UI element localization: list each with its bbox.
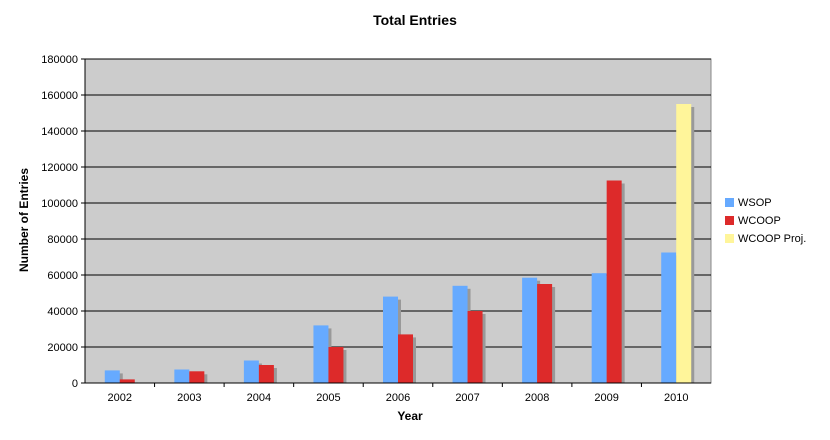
- bar-wsop-2006: [383, 296, 398, 383]
- bar-wcoop-2004: [258, 365, 274, 383]
- legend-label: WCOOP: [738, 215, 781, 227]
- y-tick-label: 20000: [47, 342, 78, 354]
- bar-wcoop-2009: [606, 180, 622, 383]
- y-tick-label: 180000: [41, 54, 78, 66]
- bar-wsop-2005: [313, 325, 329, 383]
- legend-label: WCOOP Proj.: [738, 233, 806, 245]
- bar-wcoop-2005: [328, 347, 344, 383]
- x-axis-title: Year: [397, 409, 423, 423]
- y-tick-label: 40000: [47, 306, 78, 318]
- bar-wcoop-proj--2010: [676, 104, 692, 383]
- bar-wcoop-2003: [189, 371, 205, 383]
- bar-wsop-2004: [243, 360, 259, 383]
- x-axis-ticks: 2002 2003 2004 2005 2006 2007 2008 2009 2010: [108, 383, 688, 404]
- y-tick-label: 140000: [41, 126, 78, 138]
- chart-title: Total Entries: [373, 12, 457, 28]
- x-tick-label: 2010: [664, 392, 688, 404]
- y-tick-label: 160000: [41, 90, 78, 102]
- x-tick-label: 2003: [177, 392, 201, 404]
- bars: [104, 104, 695, 383]
- y-tick-label: 100000: [41, 198, 78, 210]
- bar-wcoop-2006: [398, 334, 413, 383]
- x-tick-label: 2005: [316, 392, 340, 404]
- legend-swatch: [725, 234, 734, 243]
- y-tick-label: 120000: [41, 162, 78, 174]
- bar-wsop-2003: [174, 369, 190, 383]
- x-tick-label: 2004: [247, 392, 271, 404]
- x-tick-label: 2008: [525, 392, 549, 404]
- legend-label: WSOP: [738, 197, 772, 209]
- bar-wsop-2008: [522, 277, 538, 383]
- bar-wcoop-2002: [119, 379, 135, 383]
- bar-wcoop-2008: [537, 284, 553, 383]
- legend-swatch: [725, 198, 734, 207]
- y-tick-label: 80000: [47, 234, 78, 246]
- y-tick-label: 60000: [47, 270, 78, 282]
- y-axis-title: Number of Entries: [17, 168, 31, 272]
- x-tick-label: 2009: [594, 392, 618, 404]
- y-axis-ticks: 0 20000 40000 60000 80000 100000 120000 140000 1…: [41, 54, 711, 390]
- bar-wsop-2010: [661, 252, 677, 383]
- x-tick-label: 2006: [386, 392, 410, 404]
- x-tick-label: 2002: [108, 392, 132, 404]
- x-tick-label: 2007: [455, 392, 479, 404]
- bar-wsop-2007: [452, 285, 468, 383]
- legend: WSOP WCOOP WCOOP Proj.: [725, 197, 806, 245]
- legend-swatch: [725, 216, 734, 225]
- bar-wsop-2002: [104, 370, 120, 383]
- y-tick-label: 0: [72, 378, 78, 390]
- bar-wsop-2009: [591, 273, 607, 383]
- bar-wcoop-2007: [467, 311, 483, 383]
